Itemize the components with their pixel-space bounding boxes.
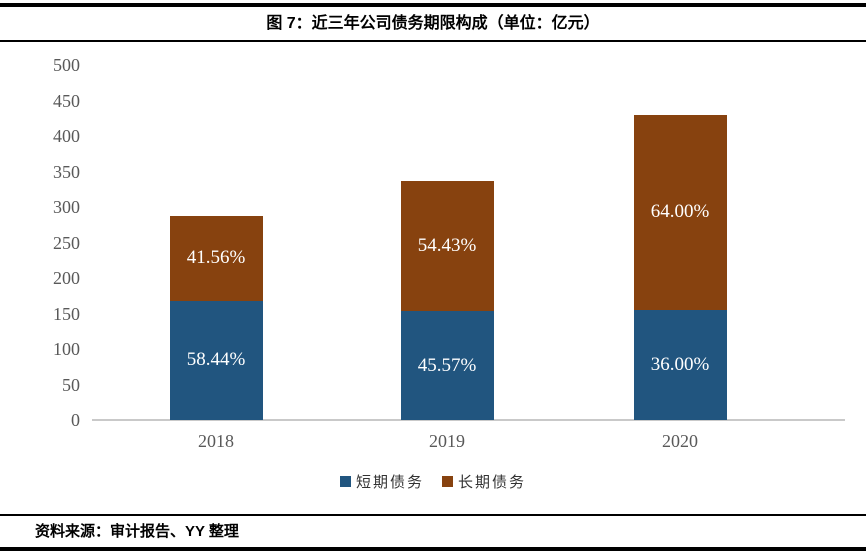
y-axis-tick-450: 450	[53, 90, 80, 111]
y-axis-tick-0: 0	[71, 410, 80, 430]
legend-item-long-term-debt: 长期债务	[442, 471, 526, 492]
y-axis-tick-200: 200	[53, 268, 80, 288]
bar-segment-2020-long-term: 64.00%	[633, 114, 727, 310]
legend-label-short-term: 短期债务	[355, 474, 424, 491]
bar-segment-2019-short-term: 45.57%	[400, 311, 494, 420]
y-axis-tick-500: 500	[53, 55, 80, 75]
legend-item-short-term-debt: 短期债务	[339, 471, 424, 492]
bar-percent-label: 54.43%	[417, 235, 477, 257]
bar-segment-2018-long-term: 41.56%	[169, 216, 263, 301]
y-axis-tick-300: 300	[53, 197, 80, 217]
legend-label-long-term: 长期债务	[458, 474, 527, 491]
y-axis-tick-50: 50	[62, 374, 80, 395]
x-axis-label-2018: 2018	[198, 431, 234, 451]
y-axis-tick-100: 100	[53, 339, 80, 359]
bar-percent-label: 45.57%	[417, 354, 477, 376]
chart-legend: 短期债务 长期债务	[0, 470, 866, 492]
bar-percent-label: 58.44%	[186, 349, 246, 371]
legend-swatch-short-term	[339, 475, 351, 487]
x-axis-label-2019: 2019	[429, 431, 465, 451]
bar-percent-label: 36.00%	[650, 353, 710, 375]
bar-percent-label: 64.00%	[650, 201, 710, 223]
bar-segment-2020-short-term: 36.00%	[633, 309, 727, 420]
title-divider-rule	[0, 40, 866, 42]
figure-title: 图 7：近三年公司债务期限构成（单位：亿元）	[266, 15, 600, 32]
y-axis-tick-350: 350	[53, 161, 80, 182]
x-axis-line	[92, 419, 845, 421]
bottom-rule	[0, 547, 866, 551]
y-axis-tick-150: 150	[53, 303, 80, 324]
footer-divider-rule	[0, 514, 866, 516]
legend-swatch-long-term	[442, 475, 453, 487]
y-axis-tick-400: 400	[53, 126, 80, 146]
bar-segment-2018-short-term: 58.44%	[169, 300, 263, 420]
y-axis-tick-250: 250	[53, 232, 80, 253]
bar-segment-2019-long-term: 54.43%	[400, 180, 494, 312]
x-axis-label-2020: 2020	[662, 431, 698, 451]
source-note: 资料来源：审计报告、YY 整理	[35, 523, 239, 540]
top-rule	[0, 3, 866, 7]
bar-percent-label: 41.56%	[186, 247, 246, 269]
